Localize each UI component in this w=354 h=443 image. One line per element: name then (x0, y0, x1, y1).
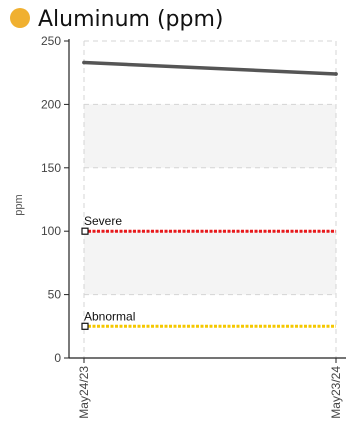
x-tick-label-0: May24/23 (77, 366, 91, 419)
y-tick-label-0: 0 (54, 351, 61, 365)
threshold-label-severe: Severe (84, 214, 122, 228)
y-axis-label: ppm (13, 194, 25, 215)
chart-title: Aluminum (ppm) (38, 7, 224, 32)
thresholds: Severe Abnormal (81, 214, 336, 330)
y-tick-label-50: 50 (48, 288, 62, 302)
series-point-0-1 (334, 72, 338, 76)
shaded-band-0 (84, 231, 336, 295)
shaded-bands (84, 104, 336, 295)
tick-labels: 0 50 100 150 200 250 May24/23 May23/24 (41, 34, 343, 419)
series-line-0 (82, 60, 338, 76)
y-tick-label-200: 200 (41, 97, 61, 111)
series-point-0-0 (82, 60, 86, 65)
axes (68, 39, 346, 359)
y-tick-label-100: 100 (41, 224, 61, 238)
threshold-marker-abnormal (81, 322, 89, 330)
y-tick-label-250: 250 (41, 34, 61, 48)
threshold-marker-severe (81, 227, 89, 235)
shaded-band-1 (84, 104, 336, 168)
x-tick-label-1: May23/24 (329, 366, 343, 419)
title-marker-dot (10, 8, 30, 28)
threshold-label-abnormal: Abnormal (84, 309, 135, 323)
y-tick-label-150: 150 (41, 161, 61, 175)
series (82, 60, 338, 76)
